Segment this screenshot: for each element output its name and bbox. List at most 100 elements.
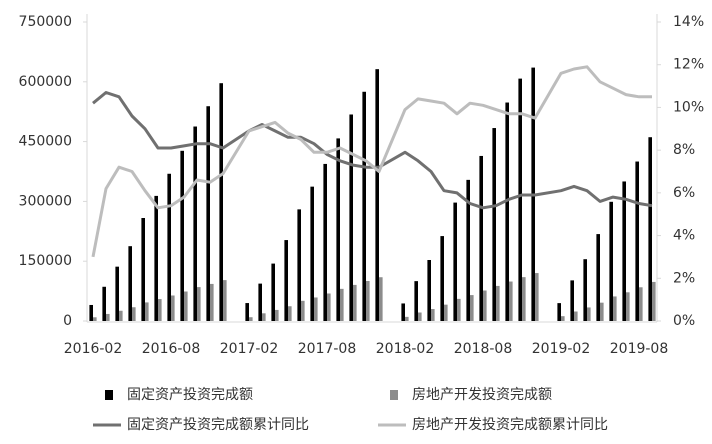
bar xyxy=(284,240,288,321)
bar xyxy=(184,291,188,321)
bar xyxy=(583,259,587,321)
bar xyxy=(301,300,305,321)
bar xyxy=(431,309,435,321)
bar xyxy=(453,202,457,321)
x-tick-label: 2016-08 xyxy=(142,341,201,357)
bar xyxy=(418,312,422,321)
bar xyxy=(505,102,509,321)
x-tick-label: 2019-02 xyxy=(532,341,591,357)
bar xyxy=(375,69,379,322)
y2-tick-label: 12% xyxy=(673,57,704,73)
y-tick-label: 0 xyxy=(63,313,72,329)
x-tick-label: 2017-08 xyxy=(298,341,357,357)
legend-label: 固定资产投资完成额 xyxy=(127,387,253,403)
bar xyxy=(310,186,314,321)
bar xyxy=(102,286,106,321)
bar xyxy=(314,297,318,321)
bar xyxy=(245,303,249,321)
x-tick-label: 2017-02 xyxy=(220,341,279,357)
legend-label: 固定资产投资完成额累计同比 xyxy=(127,417,309,433)
bar xyxy=(635,161,639,321)
bar xyxy=(323,163,327,321)
bar xyxy=(557,303,561,321)
bar xyxy=(509,281,513,321)
y2-tick-label: 6% xyxy=(673,185,695,201)
bar xyxy=(249,317,253,321)
bar xyxy=(379,277,383,321)
bar xyxy=(336,138,340,321)
bar xyxy=(648,137,652,321)
bar xyxy=(258,283,262,321)
bar xyxy=(141,218,145,321)
bar xyxy=(440,236,444,321)
bar xyxy=(206,106,210,322)
y2-tick-label: 14% xyxy=(673,14,704,30)
bar xyxy=(327,293,331,321)
bar xyxy=(262,313,266,321)
y2-tick-label: 0% xyxy=(673,313,695,329)
bar xyxy=(167,173,171,321)
bar xyxy=(444,304,448,321)
bar xyxy=(414,281,418,321)
bar xyxy=(89,304,93,321)
y-tick-label: 150000 xyxy=(19,253,72,269)
bar xyxy=(128,246,132,321)
bar xyxy=(405,316,409,321)
bar xyxy=(492,128,496,321)
bar xyxy=(93,317,97,321)
legend-label: 房地产开发投资完成额累计同比 xyxy=(412,417,608,433)
x-tick-label: 2018-08 xyxy=(454,341,513,357)
bar xyxy=(535,273,539,321)
bar xyxy=(622,181,626,321)
bar xyxy=(609,201,613,321)
bar xyxy=(366,280,370,321)
bar xyxy=(145,302,149,321)
bar xyxy=(119,310,123,321)
bar xyxy=(522,277,526,321)
bar xyxy=(193,126,197,322)
bar xyxy=(158,299,162,321)
bar xyxy=(132,307,136,321)
y-tick-label: 600000 xyxy=(19,74,72,90)
bar xyxy=(219,83,223,321)
bar xyxy=(561,316,565,321)
bar xyxy=(115,266,119,321)
bar xyxy=(496,285,500,321)
bar xyxy=(362,91,366,322)
bar xyxy=(479,155,483,321)
y-tick-label: 750000 xyxy=(19,14,72,30)
x-tick-label: 2018-02 xyxy=(376,341,435,357)
x-tick-label: 2019-08 xyxy=(610,341,669,357)
y-tick-label: 300000 xyxy=(19,193,72,209)
bar xyxy=(587,307,591,321)
y2-tick-label: 4% xyxy=(673,228,695,244)
line xyxy=(92,91,653,210)
bar xyxy=(427,260,431,321)
bar xyxy=(652,281,656,321)
bar xyxy=(340,288,344,321)
y-tick-label: 450000 xyxy=(19,134,72,150)
bar xyxy=(518,78,522,322)
bar xyxy=(401,303,405,321)
bar xyxy=(297,209,301,321)
legend-label: 房地产开发投资完成额 xyxy=(412,387,552,403)
bar xyxy=(288,306,292,321)
line xyxy=(91,65,652,258)
legend-swatch xyxy=(390,390,398,400)
y2-tick-label: 8% xyxy=(673,142,695,158)
bar xyxy=(353,284,357,321)
bar xyxy=(626,292,630,321)
bar xyxy=(210,283,214,321)
bar xyxy=(271,263,275,321)
bar xyxy=(349,114,353,322)
bar xyxy=(470,295,474,321)
legend-swatch xyxy=(105,390,113,400)
x-tick-label: 2016-02 xyxy=(64,341,123,357)
bar xyxy=(596,234,600,321)
bar xyxy=(570,280,574,321)
bar xyxy=(483,290,487,321)
bar xyxy=(275,309,279,321)
bar xyxy=(154,195,158,321)
